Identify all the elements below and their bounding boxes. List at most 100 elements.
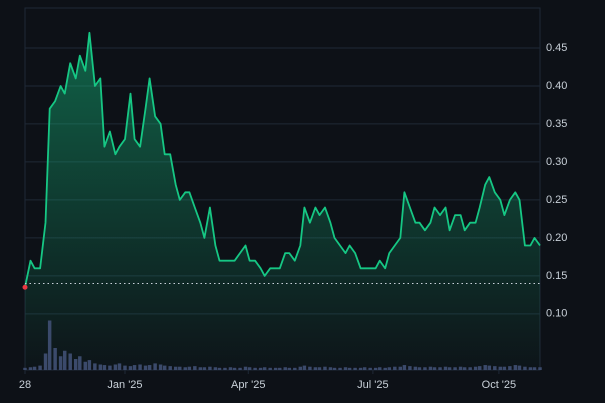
volume-bar (183, 367, 187, 370)
volume-bar (158, 364, 163, 370)
volume-bar (123, 365, 127, 370)
volume-bar (487, 365, 492, 370)
volume-bar (313, 367, 318, 370)
volume-bar (413, 366, 418, 370)
plot-frame (24, 7, 541, 371)
volume-bar (458, 366, 463, 370)
price-line (24, 31, 541, 288)
price-area (25, 32, 540, 368)
volume-bar (217, 367, 222, 370)
volume-bar (302, 365, 307, 370)
volume-bar (387, 367, 392, 370)
volume-bar (498, 366, 503, 370)
x-tick-label: Jul '25 (357, 379, 388, 391)
volume-bar (517, 365, 522, 370)
volume-bar (473, 366, 478, 370)
volume-bar (23, 367, 27, 370)
volume-bar (362, 367, 367, 370)
volume-bar (202, 367, 207, 370)
volume-bar (253, 367, 257, 370)
volume-bar (153, 363, 157, 370)
volume-bar (268, 367, 272, 370)
volume-bar (247, 367, 252, 370)
volume-bar (243, 366, 248, 370)
volume-bar (293, 367, 297, 370)
x-tick-label: Apr '25 (231, 379, 266, 391)
volume-bar (447, 367, 452, 370)
volume-bar (438, 367, 442, 370)
volume-bar (532, 367, 537, 370)
volume-bar (73, 359, 78, 370)
volume-bar (193, 366, 197, 370)
volume-bar (62, 350, 67, 370)
volume-bar (502, 366, 507, 370)
volume-bar (478, 366, 482, 370)
volume-bar (117, 363, 122, 370)
volume-bar (28, 367, 33, 370)
volume-bar (138, 364, 142, 370)
volume-bar (383, 367, 387, 370)
volume-bar (328, 367, 333, 370)
volume-bar (423, 367, 427, 370)
volume-bar (453, 367, 457, 370)
volume-bar (102, 365, 107, 370)
volume-bar (93, 363, 97, 370)
volume-bar (232, 367, 237, 370)
volume-bar (462, 367, 467, 370)
volume-bar (108, 365, 112, 370)
volume-bar (468, 367, 472, 370)
volume-bar (78, 356, 82, 370)
volume-bar (523, 366, 527, 370)
y-tick-label: 0.25 (546, 194, 567, 206)
volume-bar (278, 367, 282, 370)
volume-bar (128, 366, 133, 370)
y-tick-label: 0.40 (546, 80, 567, 92)
y-tick-label: 0.15 (546, 270, 567, 282)
volume-bar (358, 367, 363, 370)
x-tick-label: Jan '25 (107, 379, 142, 391)
volume-bar (208, 366, 212, 370)
start-point (22, 284, 28, 290)
volume-bar (223, 367, 227, 370)
y-tick-label: 0.35 (546, 118, 567, 130)
volume-bar (238, 367, 242, 370)
volume-bar (368, 367, 372, 370)
volume-bar (147, 365, 152, 370)
volume-bar (428, 366, 433, 370)
volume-bar (87, 360, 92, 370)
volume-bar (493, 366, 497, 370)
volume-bar (323, 366, 327, 370)
volume-bar (113, 364, 118, 370)
volume-bar (402, 365, 407, 370)
volume-bar (68, 353, 72, 370)
volume-bar (98, 364, 103, 370)
y-tick-label: 0.30 (546, 156, 567, 168)
volume-bar (262, 367, 267, 370)
volume-bar (353, 367, 357, 370)
volume-bar (198, 367, 203, 370)
volume-bar (43, 353, 48, 370)
volume-bar (343, 367, 348, 370)
volume-bar (168, 366, 172, 370)
volume-bar (162, 365, 167, 370)
volume-bar (373, 367, 378, 370)
volume-bar (213, 367, 218, 370)
volume-bar (513, 365, 518, 370)
volume-bar (173, 366, 178, 370)
x-tick-label: Oct '25 (482, 379, 517, 391)
volume-bar (298, 366, 303, 370)
volume-bar (273, 367, 278, 370)
volume-bar (187, 366, 192, 370)
volume-bar (47, 320, 52, 370)
volume-bar (432, 367, 437, 370)
volume-bar (308, 366, 312, 370)
volume-bar (528, 367, 533, 370)
volume-bar (132, 365, 137, 370)
volume-bar (483, 365, 487, 370)
y-tick-label: 0.20 (546, 232, 567, 244)
volume-bar (508, 366, 512, 370)
volume-bar (258, 367, 263, 370)
volume-bar (332, 367, 337, 370)
volume-bar (417, 367, 422, 370)
volume-bar (443, 366, 448, 370)
